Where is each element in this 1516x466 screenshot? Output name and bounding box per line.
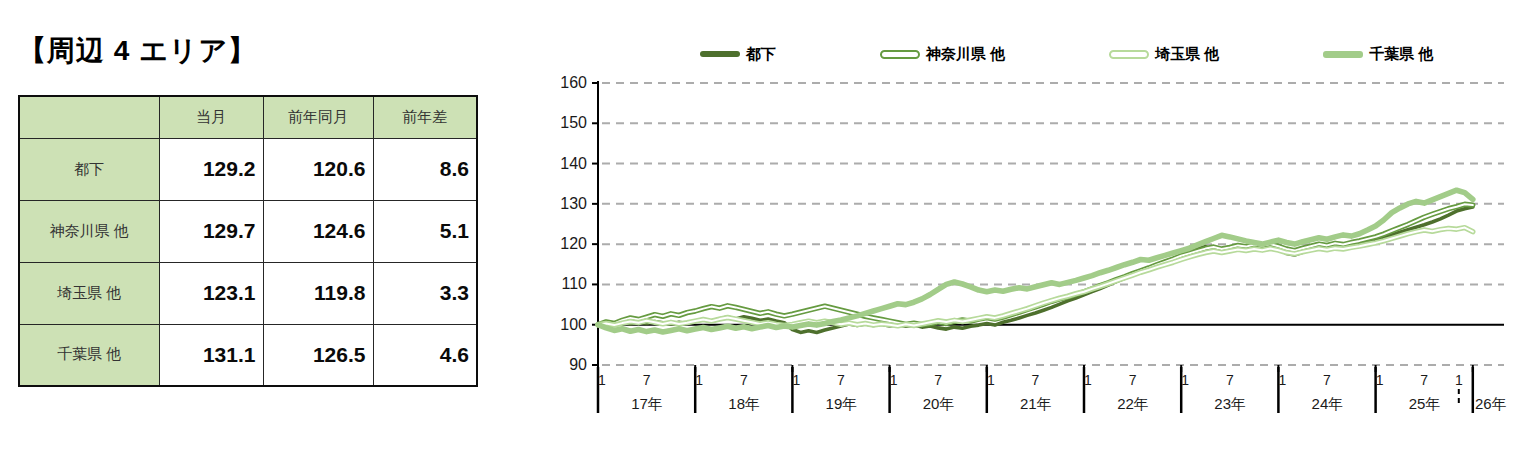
month-label-jan: 1 (1181, 372, 1189, 388)
legend-label: 神奈川県 他 (926, 45, 1005, 64)
legend-label: 千葉県 他 (1369, 45, 1433, 64)
month-label-jan: 1 (793, 372, 801, 388)
legend-item-saitama: 埼玉県 他 (1109, 45, 1219, 64)
value-cell: 120.6 (263, 138, 373, 200)
y-axis-label: 90 (569, 356, 587, 373)
row-label-chiba: 千葉県 他 (19, 324, 159, 386)
month-label-jul: 7 (1129, 372, 1137, 388)
y-axis-label: 100 (560, 316, 587, 333)
month-label-jan: 1 (1084, 372, 1092, 388)
row-label-saitama: 埼玉県 他 (19, 262, 159, 324)
price-index-line-chart: 90 100 110 120 130 140 150 160 1 7 17年 1 7 18年 1 7 19年 1 7… (552, 66, 1516, 464)
year-label: 20年 (923, 395, 955, 412)
month-label-jan: 1 (1376, 372, 1384, 388)
table-corner-cell (19, 96, 159, 138)
value-cell: 8.6 (373, 138, 477, 200)
value-cell: 119.8 (263, 262, 373, 324)
month-label-jan: 1 (890, 372, 898, 388)
year-label: 24年 (1312, 395, 1344, 412)
legend-item-kanagawa: 神奈川県 他 (880, 45, 1005, 64)
column-header-prev-year-month: 前年同月 (263, 96, 373, 138)
series-line-tokyo-outskirts (598, 207, 1473, 332)
year-label: 25年 (1409, 395, 1441, 412)
y-axis-label: 160 (560, 74, 587, 91)
table-row: 神奈川県 他 129.7 124.6 5.1 (19, 200, 477, 262)
legend-marker-solid-line (1323, 51, 1363, 58)
month-label-jan: 1 (1455, 372, 1463, 388)
legend-marker-solid-line (700, 51, 740, 57)
value-cell: 3.3 (373, 262, 477, 324)
row-label-tokyo-outskirts: 都下 (19, 138, 159, 200)
row-label-kanagawa: 神奈川県 他 (19, 200, 159, 262)
month-label-jan: 1 (1279, 372, 1287, 388)
legend-marker-outlined-line (880, 50, 920, 59)
month-label-jul: 7 (837, 372, 845, 388)
year-label: 17年 (631, 395, 663, 412)
month-label-jul: 7 (1420, 372, 1428, 388)
year-label: 18年 (728, 395, 760, 412)
report-page: 【周辺 4 エリア】 当月 前年同月 前年差 都下 129.2 120.6 8.… (0, 0, 1516, 466)
y-axis-label: 120 (560, 235, 587, 252)
value-cell: 5.1 (373, 200, 477, 262)
value-cell: 129.2 (159, 138, 263, 200)
legend-marker-outlined-line (1109, 50, 1149, 59)
year-label: 21年 (1020, 395, 1052, 412)
column-header-yoy-diff: 前年差 (373, 96, 477, 138)
legend-label: 埼玉県 他 (1155, 45, 1219, 64)
area-index-table: 当月 前年同月 前年差 都下 129.2 120.6 8.6 神奈川県 他 12… (18, 95, 478, 387)
legend-item-chiba: 千葉県 他 (1323, 45, 1433, 64)
value-cell: 124.6 (263, 200, 373, 262)
year-label: 19年 (826, 395, 858, 412)
table-row: 千葉県 他 131.1 126.5 4.6 (19, 324, 477, 386)
table-row: 埼玉県 他 123.1 119.8 3.3 (19, 262, 477, 324)
month-label-jan: 1 (598, 372, 606, 388)
chart-legend: 都下 神奈川県 他 埼玉県 他 千葉県 他 (552, 42, 1516, 66)
year-label: 26年 (1475, 395, 1507, 412)
value-cell: 4.6 (373, 324, 477, 386)
year-label: 23年 (1214, 395, 1246, 412)
page-title: 【周辺 4 エリア】 (18, 32, 257, 70)
y-axis-label: 150 (560, 114, 587, 131)
legend-label: 都下 (746, 45, 776, 64)
year-label: 22年 (1117, 395, 1149, 412)
month-label-jul: 7 (643, 372, 651, 388)
series-line-chiba (598, 190, 1473, 332)
column-header-current-month: 当月 (159, 96, 263, 138)
table-row: 都下 129.2 120.6 8.6 (19, 138, 477, 200)
table-header-row: 当月 前年同月 前年差 (19, 96, 477, 138)
value-cell: 126.5 (263, 324, 373, 386)
month-label-jan: 1 (695, 372, 703, 388)
value-cell: 129.7 (159, 200, 263, 262)
month-label-jul: 7 (1323, 372, 1331, 388)
value-cell: 131.1 (159, 324, 263, 386)
y-axis-label: 130 (560, 195, 587, 212)
month-label-jul: 7 (934, 372, 942, 388)
month-label-jul: 7 (1032, 372, 1040, 388)
month-label-jul: 7 (1226, 372, 1234, 388)
value-cell: 123.1 (159, 262, 263, 324)
legend-item-tokyo-outskirts: 都下 (700, 45, 776, 64)
month-label-jul: 7 (740, 372, 748, 388)
month-label-jan: 1 (987, 372, 995, 388)
y-axis-label: 110 (561, 275, 587, 292)
y-axis-label: 140 (560, 155, 587, 172)
